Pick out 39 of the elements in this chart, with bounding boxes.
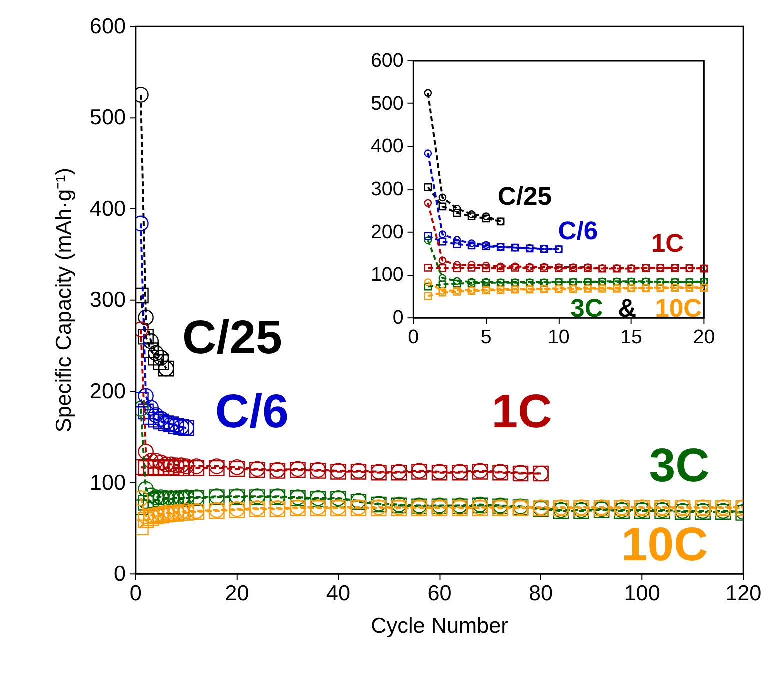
y-tick-label: 400 — [370, 136, 404, 158]
x-tick-label: 120 — [726, 580, 762, 606]
y-tick-label: 0 — [392, 306, 404, 329]
series-label: 1C — [651, 230, 684, 258]
y-axis-title: Specific Capacity (mAh·g⁻¹) — [51, 168, 76, 433]
x-tick-label: 100 — [624, 580, 660, 606]
x-tick-label: 80 — [528, 580, 554, 606]
series-label: C/6 — [215, 385, 289, 438]
series-label: C/25 — [498, 182, 552, 211]
y-tick-label: 0 — [114, 561, 126, 586]
y-tick-label: 300 — [370, 178, 404, 200]
y-tick-label: 500 — [90, 104, 126, 130]
x-tick-label: 5 — [480, 326, 492, 349]
x-tick-label: 10 — [548, 326, 570, 349]
y-tick-label: 100 — [90, 470, 126, 495]
series-label: C/6 — [558, 217, 598, 246]
y-tick-label: 500 — [370, 92, 404, 115]
series-label: 10C — [655, 295, 702, 324]
x-tick-label: 60 — [428, 580, 452, 606]
y-tick-label: 400 — [90, 196, 126, 221]
y-tick-label: 600 — [370, 50, 404, 72]
y-tick-label: 600 — [90, 13, 126, 38]
x-tick-label: 0 — [408, 326, 420, 349]
x-tick-label: 15 — [620, 326, 643, 349]
series-label: C/25 — [182, 312, 282, 365]
series-label: 10C — [621, 518, 708, 572]
series-label: 3C — [570, 295, 604, 324]
x-tick-label: 40 — [326, 580, 351, 606]
y-tick-label: 200 — [370, 221, 404, 244]
y-tick-label: 100 — [370, 264, 404, 286]
y-tick-label: 200 — [90, 378, 126, 404]
x-tick-label: 20 — [225, 580, 250, 606]
x-tick-label: 20 — [693, 326, 716, 349]
x-axis-title: Cycle Number — [371, 613, 508, 638]
series-label: 1C — [492, 385, 552, 438]
y-tick-label: 300 — [90, 287, 126, 312]
annotation: & — [618, 295, 637, 324]
series-label: 3C — [649, 440, 710, 493]
x-tick-label: 0 — [130, 580, 142, 606]
